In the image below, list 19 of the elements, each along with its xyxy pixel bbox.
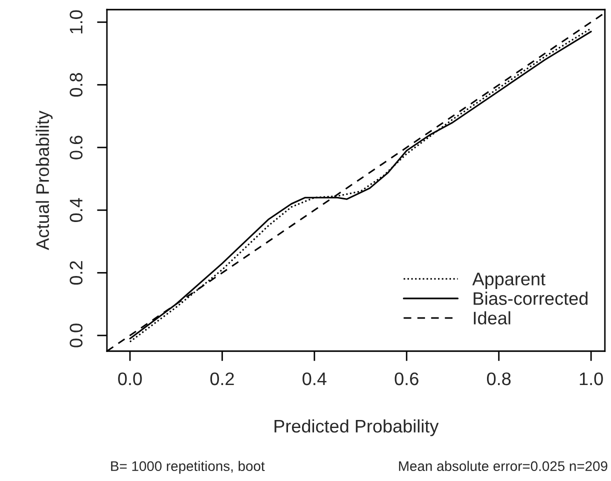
- y-tick-label: 0.8: [70, 73, 83, 97]
- y-tick-label: 0.0: [70, 324, 83, 348]
- x-tick-label: 0.6: [394, 372, 418, 386]
- y-tick-label: 0.4: [70, 198, 83, 222]
- x-tick-label: 0.0: [118, 372, 142, 386]
- y-axis-title: Actual Probability: [36, 110, 53, 250]
- x-tick-label: 0.8: [487, 372, 511, 386]
- legend-label: Bias-corrected: [474, 292, 588, 305]
- y-tick-label: 1.0: [70, 10, 83, 34]
- x-axis-title: Predicted Probability: [274, 419, 439, 436]
- x-tick-label: 1.0: [580, 372, 603, 386]
- text: B= 1000 repetitions, boot: [111, 460, 265, 474]
- x-tick-label: 0.4: [302, 372, 326, 386]
- x-tick-label: 0.2: [210, 372, 234, 386]
- text: Mean absolute error=0.025 n=209: [399, 460, 608, 472]
- legend-label: Apparent: [472, 272, 546, 289]
- y-tick-label: 0.2: [70, 261, 83, 285]
- legend-label: Ideal: [474, 311, 510, 324]
- y-tick-label: 0.6: [70, 136, 83, 160]
